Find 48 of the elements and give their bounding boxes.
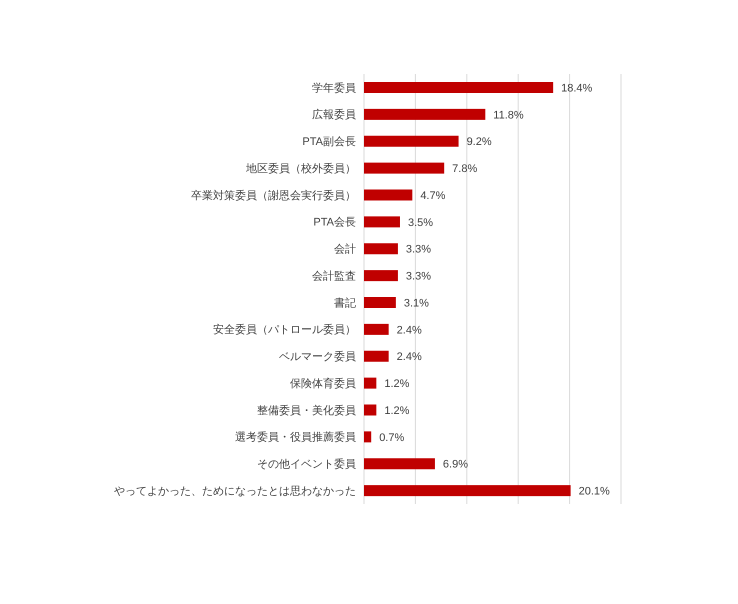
bar [364, 216, 400, 228]
data-label: 7.8% [452, 163, 478, 176]
bar [364, 82, 554, 93]
bar [364, 190, 412, 200]
y-tick-label: 保険体育委員 [290, 376, 356, 390]
y-tick-label: 書記 [334, 296, 356, 310]
bar [364, 350, 389, 362]
data-label: 3.3% [406, 270, 432, 283]
data-label: 6.9% [442, 458, 468, 471]
data-label: 3.3% [406, 244, 432, 256]
bar [364, 378, 376, 389]
data-label: 9.2% [466, 136, 492, 148]
y-tick-label: 選考委員・役員推薦委員 [235, 430, 356, 444]
y-tick-label: やってよかった、ためになったとは思わなかった [114, 485, 356, 498]
data-label: 0.7% [379, 432, 404, 444]
data-label: 3.1% [404, 297, 430, 310]
y-tick-label: 安全委員（パトロール委員） [213, 323, 356, 336]
data-label: 3.5% [408, 216, 434, 229]
bar [364, 485, 571, 496]
y-tick-label: 会計監査 [312, 269, 356, 282]
y-tick-label: PTA副会長 [302, 136, 356, 148]
data-label: 2.4% [396, 351, 422, 364]
bar [364, 108, 486, 120]
y-tick-label: その他イベント委員 [257, 458, 356, 471]
data-label: 1.2% [384, 378, 410, 390]
bar [364, 297, 396, 308]
data-label: 4.7% [420, 190, 446, 202]
y-tick-label: ベルマーク委員 [279, 350, 356, 364]
bar [364, 404, 376, 416]
y-tick-label: 学年委員 [312, 81, 356, 94]
data-label: 1.2% [384, 404, 410, 417]
data-label: 11.8% [493, 109, 524, 122]
data-label: 20.1% [578, 486, 610, 498]
bar [364, 270, 398, 282]
y-tick-label: 広報委員 [312, 108, 356, 122]
bar [364, 458, 435, 470]
y-tick-label: 卒業対策委員（謝恩会実行委員） [191, 188, 356, 202]
y-tick-label: 地区委員（校外委員） [245, 162, 356, 175]
y-tick-label: PTA会長 [313, 216, 356, 229]
bar [364, 431, 372, 442]
data-label: 2.4% [396, 324, 422, 336]
bar [364, 136, 459, 147]
bar [364, 162, 444, 174]
y-tick-label: 整備委員・美化委員 [257, 404, 356, 417]
y-tick-label: 会計 [334, 242, 356, 256]
data-label: 18.4% [561, 82, 593, 94]
bar [364, 324, 389, 335]
bar [364, 243, 398, 254]
